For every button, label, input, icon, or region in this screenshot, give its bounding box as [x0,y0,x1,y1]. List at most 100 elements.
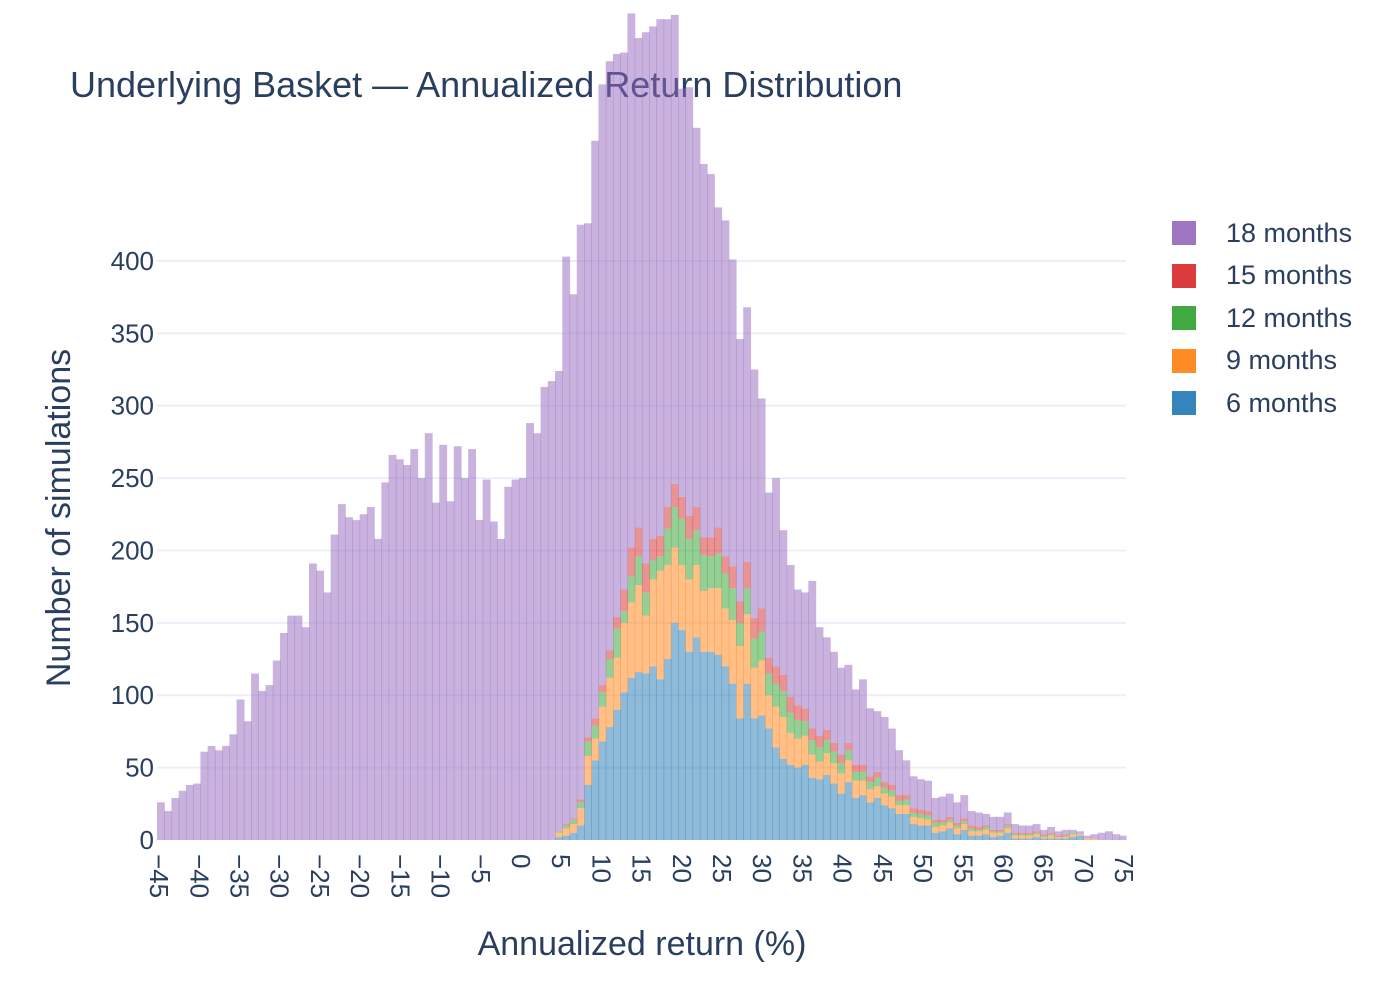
histogram-bar [1025,825,1034,833]
histogram-bar [931,832,940,840]
histogram-bar [1076,831,1084,835]
histogram-bar [989,832,998,838]
histogram-bar [728,259,737,567]
histogram-bar [641,32,650,564]
histogram-bar [1076,834,1084,836]
histogram-bar [793,705,802,720]
histogram-bar [851,689,860,765]
legend-item[interactable]: 15 months [1172,255,1352,298]
x-tick-label: −10 [426,854,456,898]
histogram-bar [171,798,180,840]
histogram-bar [620,611,629,623]
histogram-bar [598,741,607,840]
histogram-bar [757,608,766,632]
histogram-bar [634,556,643,586]
histogram-bar [793,767,802,840]
histogram-bar [714,654,723,840]
histogram-bar [764,728,773,840]
histogram-bar [265,685,274,840]
histogram-bar [967,825,976,829]
legend-item[interactable]: 6 months [1172,382,1352,425]
histogram-bar [670,622,679,840]
histogram-bar [1061,835,1070,838]
histogram-bar [844,664,853,744]
histogram-bar [1054,831,1063,836]
histogram-bar [989,837,998,840]
histogram-bar [236,699,245,840]
histogram-bar [598,692,607,707]
histogram-bar [1018,838,1027,840]
histogram-bar [576,808,585,826]
histogram-bar [388,454,397,840]
histogram-bar [207,745,216,840]
histogram-bar [779,674,788,691]
histogram-bar [764,657,773,674]
histogram-bar [504,486,513,840]
histogram-bar [873,711,882,772]
histogram-bar [801,764,809,840]
histogram-bar [887,796,896,809]
histogram-bar [1083,835,1092,839]
y-tick-label: 100 [111,680,154,710]
histogram-bar [1039,835,1048,838]
histogram-bar [996,829,1005,832]
histogram-bar [707,537,715,557]
x-tick-label: −40 [184,854,214,898]
series-bars [555,547,1099,840]
histogram-bar [938,819,947,823]
histogram-bar [627,576,636,603]
legend-item[interactable]: 12 months [1172,297,1352,340]
histogram-bar [214,750,223,840]
histogram-bar [887,790,896,797]
histogram-bar [685,515,694,539]
histogram-bar [663,507,672,529]
legend-label: 6 months [1226,387,1338,418]
series-bars [562,483,1070,838]
histogram-bar [1047,832,1056,835]
histogram-bar [620,622,629,693]
histogram-bar [243,721,252,840]
histogram-bar [974,829,983,832]
histogram-bar [967,835,976,840]
histogram-bar [1025,832,1034,835]
histogram-bar [1003,824,1012,826]
x-tick-label: 40 [828,854,858,883]
histogram-bar [837,667,846,755]
histogram-bar [909,812,918,817]
histogram-bar [996,835,1005,840]
histogram-bar [323,592,332,840]
histogram-bar [634,585,643,673]
histogram-bar [909,808,918,813]
histogram-bar [924,811,932,816]
histogram-bar [982,825,990,827]
series-bars [157,13,1127,840]
histogram-bar [982,829,990,835]
histogram-bar [938,796,947,820]
histogram-bar [1003,832,1012,840]
histogram-bar [1032,824,1041,832]
histogram-bar [649,579,657,667]
histogram-bar [678,630,686,840]
histogram-bar [359,514,368,840]
histogram-bar [1090,834,1099,839]
histogram-bar [1061,837,1070,839]
histogram-bar [735,718,744,840]
histogram-bar [699,537,708,555]
legend[interactable]: 18 months 15 months 12 months 9 months 6 mon… [1172,212,1352,425]
histogram-bar [663,19,672,508]
histogram-bar [200,751,209,840]
y-tick-label: 0 [140,825,154,855]
histogram-bar [873,798,882,840]
legend-item[interactable]: 18 months [1172,212,1352,255]
histogram-bar [982,813,990,826]
histogram-bar [714,207,723,528]
histogram-bar [1018,835,1027,839]
x-tick-label: 35 [787,854,817,883]
histogram-bar [157,802,165,840]
histogram-bar [938,825,947,832]
legend-item[interactable]: 9 months [1172,340,1352,383]
histogram-bar [562,825,571,829]
histogram-bar [707,651,715,840]
histogram-bar [859,795,867,840]
